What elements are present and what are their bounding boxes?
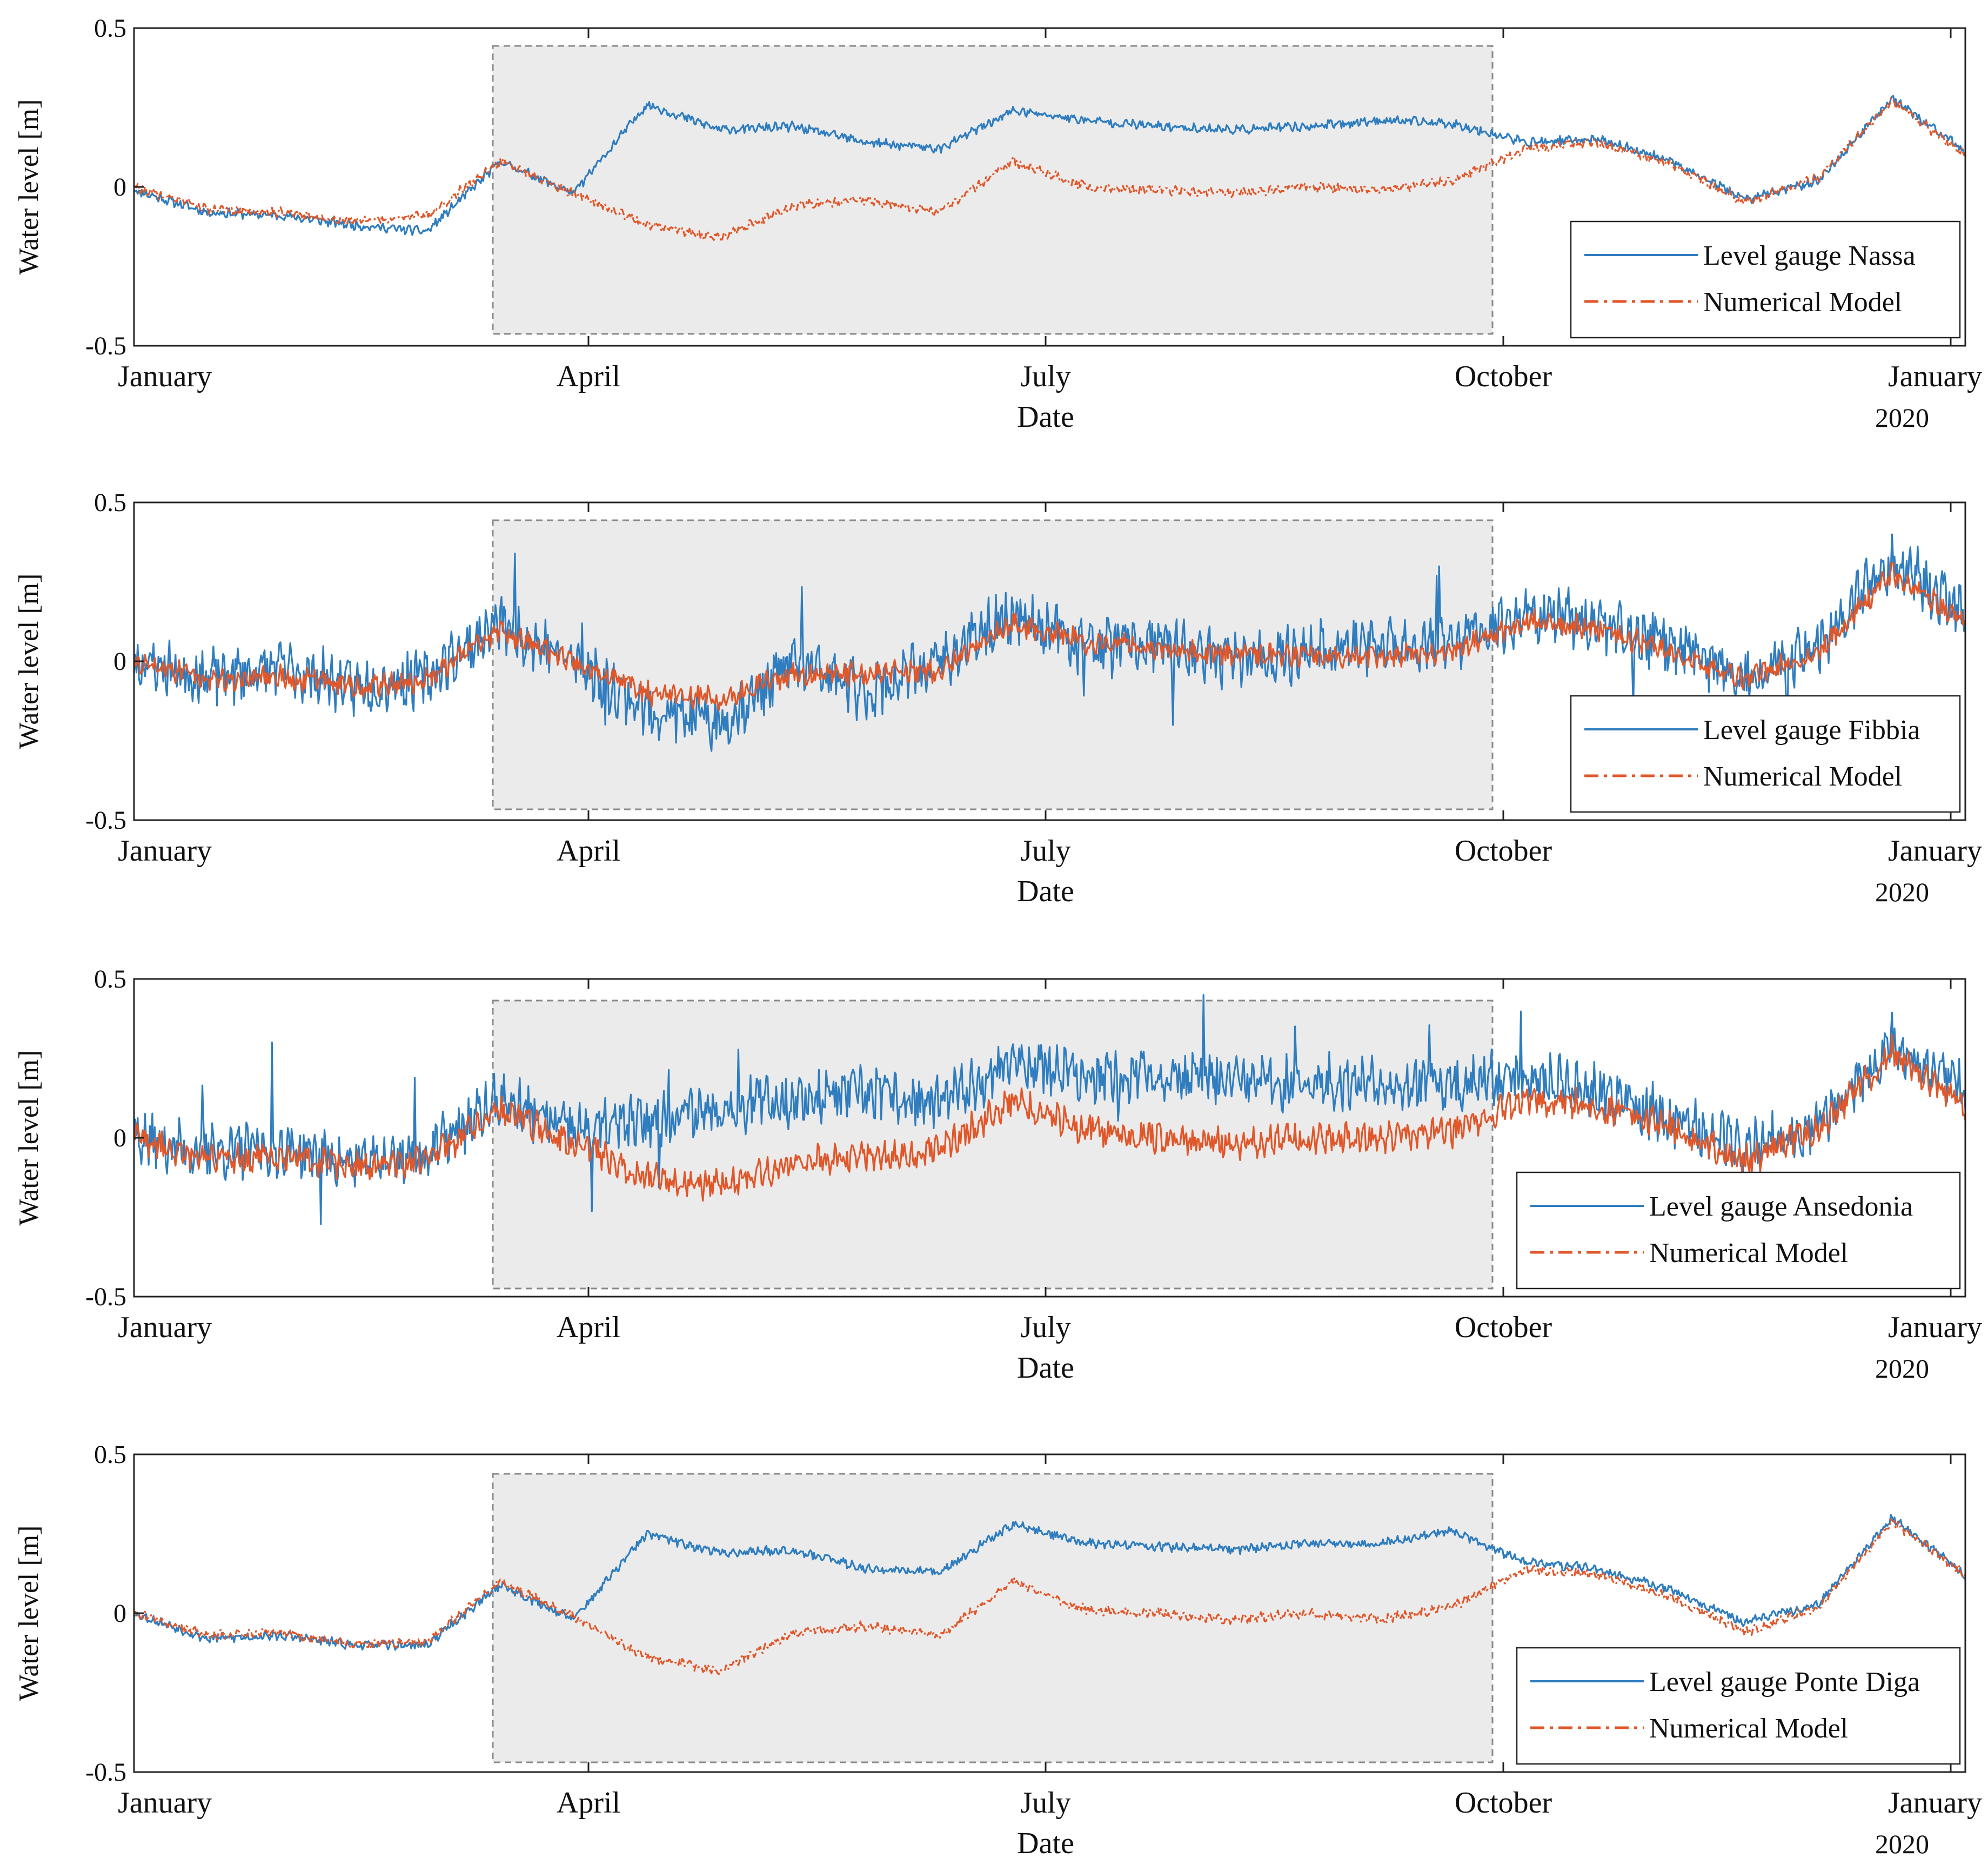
- x-tick-year-label: 2020: [1875, 1353, 1929, 1384]
- y-axis-label: Water level [m]: [14, 99, 44, 275]
- y-tick-label: -0.5: [85, 1283, 126, 1311]
- y-tick-label: 0: [113, 1599, 126, 1628]
- x-tick-label: January: [1888, 834, 1982, 868]
- y-tick-label: 0.5: [94, 1440, 126, 1469]
- y-tick-label: 0: [113, 647, 126, 676]
- x-axis-label: Date: [1017, 1827, 1074, 1860]
- x-tick-label: July: [1020, 1311, 1070, 1344]
- shaded-period-box: [492, 1473, 1494, 1763]
- x-tick-year-label: 2020: [1875, 402, 1929, 433]
- x-tick-label: October: [1455, 360, 1552, 393]
- series-line-model: [133, 1518, 1966, 1675]
- legend-label-gauge: Level gauge Nassa: [1703, 240, 1916, 271]
- legend-label-gauge: Level gauge Fibbia: [1703, 715, 1920, 746]
- y-tick-label: 0.5: [94, 14, 126, 43]
- x-tick-year-label: 2020: [1875, 877, 1929, 907]
- x-tick-label: January: [1888, 360, 1982, 393]
- x-tick-label: April: [557, 1786, 620, 1820]
- y-tick-label: -0.5: [85, 332, 126, 360]
- y-tick-label: 0.5: [94, 965, 126, 994]
- legend-box: [1570, 695, 1961, 813]
- series-line-model: [133, 562, 1966, 712]
- x-tick-label: April: [557, 1311, 620, 1344]
- shaded-period-box: [492, 519, 1494, 810]
- x-tick-label: January: [118, 1786, 212, 1820]
- legend-box: [1516, 1647, 1961, 1765]
- y-axis-label: Water level [m]: [14, 1526, 44, 1701]
- x-tick-label: April: [557, 360, 620, 393]
- x-tick-label: July: [1020, 1786, 1070, 1820]
- x-tick-label: July: [1020, 360, 1070, 393]
- y-tick-label: -0.5: [85, 806, 126, 835]
- y-axis-label: Water level [m]: [14, 1050, 44, 1226]
- y-tick-label: 0: [113, 1124, 126, 1152]
- x-tick-label: October: [1455, 1786, 1552, 1820]
- x-axis-label: Date: [1017, 1351, 1074, 1385]
- y-tick-label: -0.5: [85, 1758, 126, 1787]
- shaded-period-box: [492, 45, 1494, 335]
- series-line-gauge: [133, 533, 1966, 753]
- x-tick-label: January: [118, 1311, 212, 1344]
- x-axis-label: Date: [1017, 400, 1074, 434]
- x-tick-label: October: [1455, 834, 1552, 868]
- x-tick-label: January: [1888, 1786, 1982, 1820]
- y-tick-label: 0.5: [94, 488, 126, 517]
- y-axis-label: Water level [m]: [14, 574, 44, 749]
- legend-label-model: Numerical Model: [1649, 1713, 1848, 1744]
- legend-box: [1570, 220, 1961, 339]
- x-tick-label: October: [1455, 1311, 1552, 1344]
- legend-label-gauge: Level gauge Ponte Diga: [1649, 1667, 1920, 1697]
- legend-label-gauge: Level gauge Ansedonia: [1649, 1191, 1913, 1222]
- series-line-gauge: [133, 1514, 1966, 1651]
- legend-box: [1516, 1171, 1961, 1290]
- series-line-model: [133, 97, 1966, 243]
- x-axis-label: Date: [1017, 875, 1074, 908]
- x-tick-label: July: [1020, 834, 1070, 868]
- series-line-gauge: [133, 95, 1966, 236]
- y-tick-label: 0: [113, 173, 126, 202]
- x-tick-label: January: [1888, 1311, 1982, 1344]
- legend-label-model: Numerical Model: [1703, 761, 1902, 792]
- legend-label-model: Numerical Model: [1649, 1238, 1848, 1269]
- x-tick-year-label: 2020: [1875, 1829, 1929, 1859]
- legend-label-model: Numerical Model: [1703, 287, 1902, 318]
- series-line-model: [133, 1034, 1966, 1202]
- x-tick-label: April: [557, 834, 620, 868]
- x-tick-label: January: [118, 360, 212, 393]
- x-tick-label: January: [118, 834, 212, 868]
